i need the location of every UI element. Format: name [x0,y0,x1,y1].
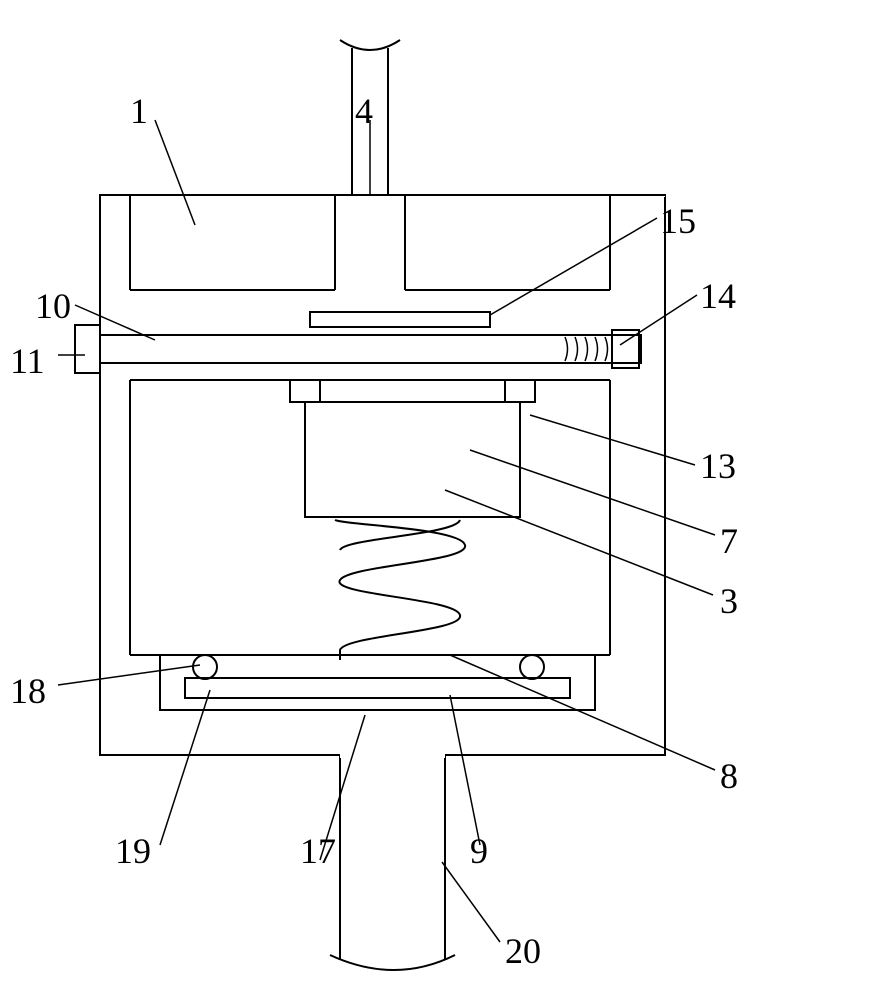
label-20: 20 [505,930,541,972]
leader-line [620,295,697,345]
leader-line [160,690,210,845]
inner-bar-9 [185,678,570,698]
label-15: 15 [660,200,696,242]
label-1: 1 [130,90,148,132]
leader-line [530,415,695,465]
label-3: 3 [720,580,738,622]
label-13: 13 [700,445,736,487]
label-7: 7 [720,520,738,562]
label-10: 10 [35,285,71,327]
label-4: 4 [355,90,373,132]
leader-line [445,490,713,595]
diagram-container: 141514101113731881917920 [0,0,891,1000]
rod-10 [100,335,641,363]
label-8: 8 [720,755,738,797]
bottom-truncation-arc [330,955,455,970]
leader-line [470,450,715,535]
leader-line [442,862,500,942]
spring-14 [565,337,608,361]
label-11: 11 [10,340,45,382]
tab-13-left [290,380,320,402]
leader-line [155,120,195,225]
bottom-slot-outer [160,655,595,710]
leader-line [58,665,200,685]
leader-line [450,695,480,845]
roller-18-left [193,655,217,679]
leader-line [490,218,657,315]
plate-15 [310,312,490,327]
label-17: 17 [300,830,336,872]
leader-line [450,655,715,770]
tab-13-right [505,380,535,402]
block-7 [305,402,520,517]
spring-8 [335,520,465,660]
label-19: 19 [115,830,151,872]
top-truncation-arc [340,40,400,50]
label-18: 18 [10,670,46,712]
label-14: 14 [700,275,736,317]
leader-lines [58,120,715,942]
label-9: 9 [470,830,488,872]
main-housing [100,195,665,755]
roller-right [520,655,544,679]
